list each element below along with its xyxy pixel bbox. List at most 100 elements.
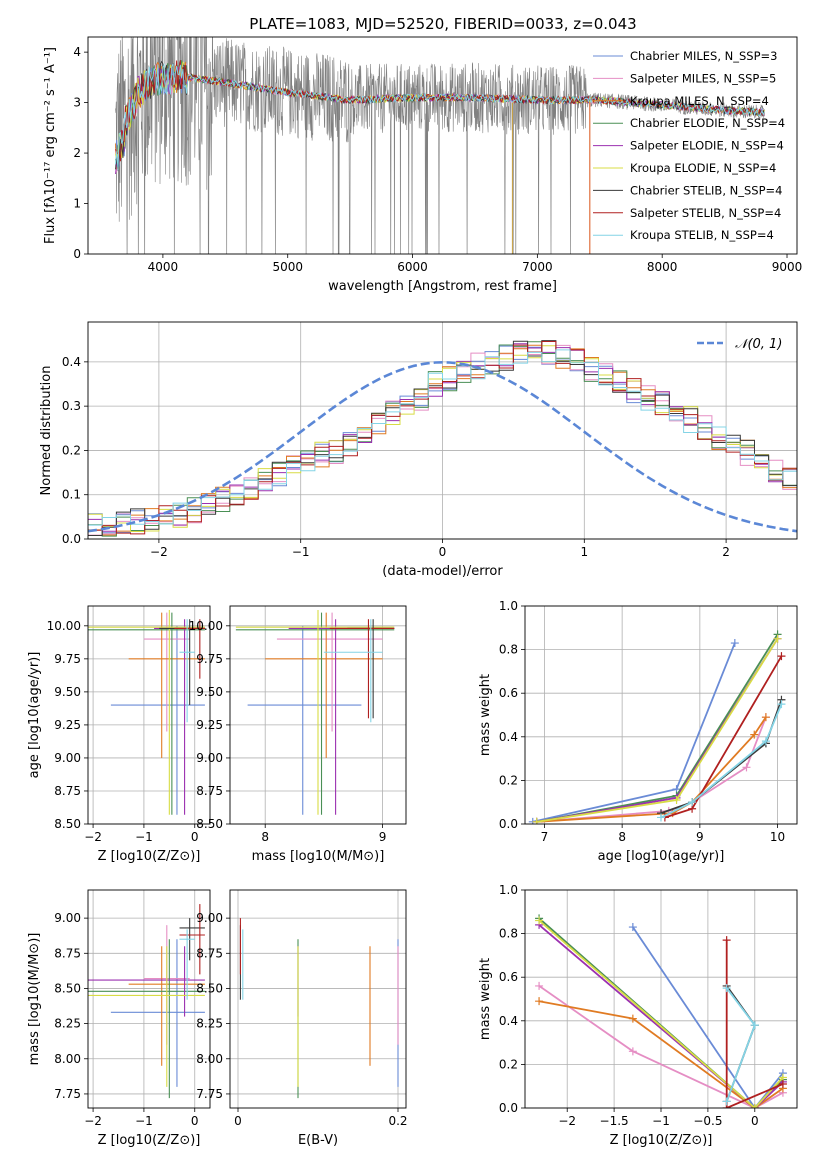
x-tick-label: 9000	[772, 260, 803, 274]
x-tick-label: 8	[261, 830, 269, 844]
y-tick-label: 9.25	[54, 718, 81, 732]
mass-weight-line	[538, 924, 784, 1108]
mass-weight-marker	[657, 813, 665, 822]
y-tick-label: 7.75	[54, 1087, 81, 1101]
y-tick-label: 0.0	[499, 1101, 518, 1115]
x-tick-label: 9	[696, 830, 704, 844]
y-tick-label: 9.00	[54, 751, 81, 765]
y-tick-label: 8.00	[196, 1052, 223, 1066]
y-tick-label: 0.4	[499, 730, 518, 744]
x-tick-label: 8000	[647, 260, 678, 274]
axes-frame	[229, 889, 407, 1109]
x-axis-label: E(B-V)	[298, 1133, 338, 1148]
mass-weight-marker	[535, 981, 544, 990]
y-tick-label: 8.50	[54, 981, 81, 995]
mass-weight-line	[660, 703, 783, 819]
axes-frame	[87, 605, 211, 825]
x-tick-label: −2	[150, 545, 168, 559]
x-tick-label: 5000	[272, 260, 303, 274]
residual-histogram-panel: −2 −1 0 1 2 0.0 0.1 0.2 0.3 0.4 (data-model)/error…	[39, 321, 798, 579]
y-tick-label: 0.4	[62, 355, 81, 369]
y-tick-label: 8.75	[54, 784, 81, 798]
x-tick-label: −1	[135, 1114, 153, 1128]
y-tick-label: 0.2	[499, 773, 518, 787]
x-tick-label: 2	[722, 545, 730, 559]
x-tick-label: 7	[541, 830, 549, 844]
errorbar-plot-area	[235, 609, 395, 815]
x-axis-label: mass [log10(M/M⊙)]	[252, 849, 385, 864]
x-tick-label: −0.5	[693, 1114, 722, 1128]
y-tick-label: 8.50	[196, 817, 223, 831]
y-tick-label: 7.75	[196, 1087, 223, 1101]
figure-title: PLATE=1083, MJD=52520, FIBERID=0033, z=0…	[249, 15, 636, 33]
x-tick-label: −1	[652, 1114, 670, 1128]
x-tick-label: 0	[439, 545, 447, 559]
y-tick-label: 9.00	[196, 751, 223, 765]
x-axis-label: Z [log10(Z/Z⊙)]	[98, 1133, 201, 1148]
mass-weight-marker	[722, 936, 731, 945]
legend-label: Chabrier MILES, N_SSP=3	[630, 49, 777, 63]
legend-label: Salpeter MILES, N_SSP=5	[630, 71, 776, 85]
x-tick-label: −1.5	[600, 1114, 629, 1128]
x-axis-label: (data-model)/error	[382, 564, 503, 579]
mass-weight-line	[632, 926, 784, 1108]
y-tick-label: 9.50	[54, 685, 81, 699]
mass-weight-marker	[628, 1047, 637, 1056]
legend-label: 𝒩(0, 1)	[735, 337, 782, 352]
y-tick-label: 0.3	[62, 399, 81, 413]
y-tick-label: 0	[73, 247, 81, 261]
mass-weight-marker	[777, 652, 786, 661]
mass-weight-marker	[777, 700, 786, 709]
spectrum-plot-area	[115, 37, 765, 254]
y-tick-label: 0.4	[499, 1014, 518, 1028]
legend-label: Kroupa STELIB, N_SSP=4	[630, 228, 774, 242]
y-tick-label: 9.75	[54, 652, 81, 666]
y-tick-label: 8.75	[54, 946, 81, 960]
errorbar-plot-area	[88, 904, 205, 1099]
x-tick-label: 1	[580, 545, 588, 559]
y-tick-label: 0.6	[499, 970, 518, 984]
x-tick-label: 9	[379, 830, 387, 844]
mass-weight-marker	[761, 713, 770, 722]
mass-weight-marker	[773, 634, 782, 643]
mass-weight-line	[725, 940, 784, 1108]
y-tick-label: 2	[73, 146, 81, 160]
mass-weight-marker	[722, 1097, 731, 1106]
y-tick-label: 10.00	[189, 619, 223, 633]
normal-curve	[88, 360, 797, 533]
x-axis-label: Z [log10(Z/Z⊙)]	[610, 1133, 713, 1148]
x-tick-label: 7000	[522, 260, 553, 274]
residual-histogram-step	[88, 344, 797, 536]
y-tick-label: 8.75	[196, 946, 223, 960]
mass-weight-marker	[761, 737, 770, 746]
x-tick-label: −2	[84, 830, 102, 844]
y-tick-label: 4	[73, 45, 81, 59]
y-tick-label: 0.0	[62, 532, 81, 546]
model-spectrum-line	[115, 60, 765, 162]
y-tick-label: 0.8	[499, 643, 518, 657]
y-tick-label: 10.00	[47, 619, 81, 633]
x-tick-label: −2	[84, 1114, 102, 1128]
histogram-plot-area	[88, 340, 797, 537]
x-tick-label: −1	[292, 545, 310, 559]
mass-weight-marker	[750, 1021, 759, 1030]
y-tick-label: 8.75	[196, 784, 223, 798]
y-tick-label: 1.0	[499, 883, 518, 897]
legend-label: Chabrier STELIB, N_SSP=4	[630, 183, 782, 197]
y-tick-label: 8.00	[54, 1052, 81, 1066]
x-tick-label: −1	[135, 830, 153, 844]
y-axis-label: Normed distribution	[39, 366, 54, 496]
x-tick-label: 0	[234, 1114, 242, 1128]
legend-label: Salpeter STELIB, N_SSP=4	[630, 206, 781, 220]
x-tick-label: 4000	[148, 260, 179, 274]
x-tick-label: 0	[751, 1114, 759, 1128]
age-vs-metallicity-panel: −2 −1 0 8.50 8.75 9.00 9.25 9.50 9.75 10.00 Z [log…	[27, 605, 211, 864]
x-tick-label: 10	[770, 830, 785, 844]
mass-weight-marker	[750, 730, 759, 739]
y-tick-label: 0.8	[499, 927, 518, 941]
residual-histogram-step	[88, 341, 797, 536]
legend-label: Chabrier ELODIE, N_SSP=4	[630, 116, 785, 130]
y-tick-label: 8.25	[54, 1017, 81, 1031]
y-axis-label: Flux [fλ10⁻¹⁷ erg cm⁻² s⁻¹ A⁻¹]	[43, 47, 58, 244]
